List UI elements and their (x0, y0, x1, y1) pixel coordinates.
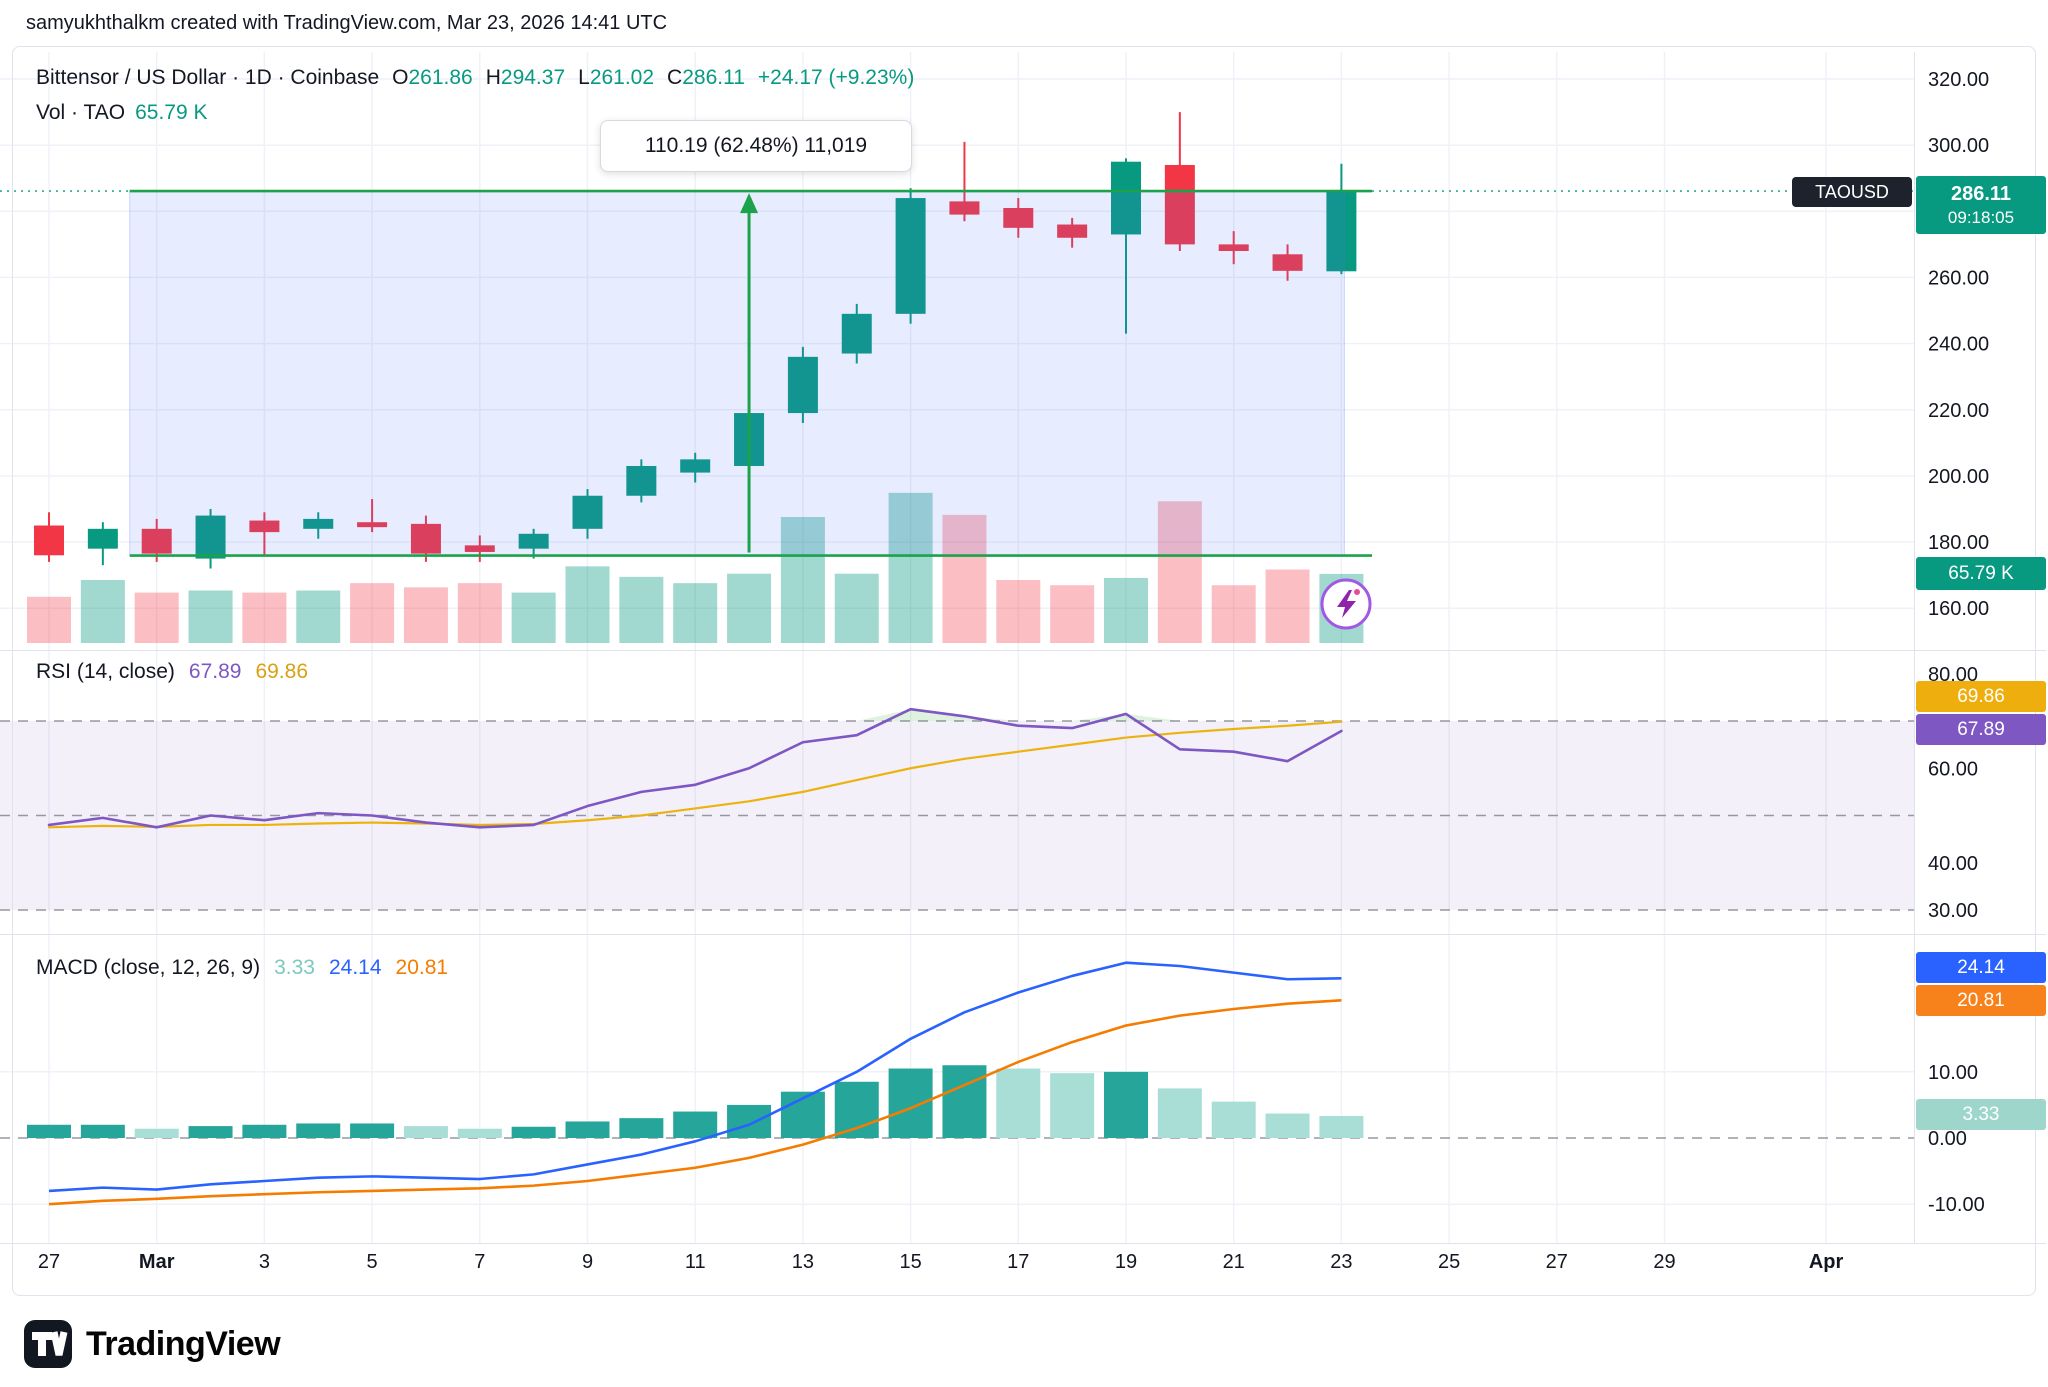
svg-text:23: 23 (1330, 1251, 1352, 1273)
rsi-ma-line (47, 720, 1343, 829)
ohlc-close: C286.11 (667, 66, 745, 89)
ohlc-low: L261.02 (578, 66, 655, 89)
rsi-ma-value: 69.86 (255, 660, 309, 683)
volume-axis-badge: 65.79 K (1916, 557, 2046, 590)
symbol-info-row: Bittensor / US Dollar · 1D · Coinbase O2… (36, 66, 914, 90)
macd-title-row: MACD (close, 12, 26, 9) 3.33 24.14 20.81 (36, 956, 448, 980)
symbol-axis-label: TAOUSD (1792, 177, 1912, 207)
svg-text:160.00: 160.00 (1928, 598, 1989, 620)
rsi-axis-badge: 67.89 (1916, 714, 2046, 745)
hist-axis-badge: 3.33 (1916, 1099, 2046, 1130)
attribution-text: samyukhthalkm created with TradingView.c… (26, 12, 668, 34)
chart-canvas[interactable]: 320.00 300.00 260.00 240.00 220.00 200.00 180.… (0, 0, 2048, 1300)
svg-text:0.00: 0.00 (1928, 1128, 1967, 1150)
candlesticks (34, 112, 1357, 569)
svg-text:21: 21 (1223, 1251, 1245, 1273)
rsi-title[interactable]: RSI (14, close) (36, 660, 175, 683)
svg-text:17: 17 (1007, 1251, 1029, 1273)
macd-line (48, 961, 1342, 1193)
svg-text:9: 9 (582, 1251, 593, 1273)
svg-text:15: 15 (899, 1251, 921, 1273)
svg-text:29: 29 (1653, 1251, 1675, 1273)
bar-countdown: 09:18:05 (1947, 207, 2015, 227)
macd-pane (0, 961, 1914, 1206)
svg-text:19: 19 (1115, 1251, 1137, 1273)
pane-dividers (0, 52, 2046, 1244)
price-range-label[interactable]: 110.19 (62.48%) 11,019 (600, 120, 912, 172)
rsi-value: 67.89 (188, 660, 242, 683)
tradingview-logo-text: TradingView (86, 1324, 281, 1363)
svg-text:260.00: 260.00 (1928, 267, 1989, 289)
svg-text:240.00: 240.00 (1928, 334, 1989, 356)
svg-text:27: 27 (1546, 1251, 1568, 1273)
svg-text:-10.00: -10.00 (1928, 1194, 1985, 1216)
signal-axis-badge: 20.81 (1916, 985, 2046, 1016)
ohlc-high: H294.37 (485, 66, 566, 89)
volume-label[interactable]: Vol · TAO (36, 101, 126, 124)
svg-text:40.00: 40.00 (1928, 853, 1978, 875)
tradingview-logo[interactable]: TradingView (24, 1320, 281, 1368)
svg-text:Mar: Mar (139, 1251, 175, 1273)
price-change: +24.17 (+9.23%) (757, 66, 915, 89)
tradingview-icon (24, 1320, 72, 1368)
macd-signal-line (48, 999, 1342, 1206)
rsi-pane (0, 707, 1914, 911)
svg-text:320.00: 320.00 (1928, 69, 1989, 91)
svg-text:30.00: 30.00 (1928, 900, 1978, 922)
macd-axis-badge: 24.14 (1916, 952, 2046, 983)
svg-text:10.00: 10.00 (1928, 1062, 1978, 1084)
macd-value: 24.14 (328, 956, 382, 979)
macd-title[interactable]: MACD (close, 12, 26, 9) (36, 956, 261, 979)
svg-text:300.00: 300.00 (1928, 135, 1989, 157)
svg-text:3: 3 (259, 1251, 270, 1273)
volume-info-row: Vol · TAO 65.79 K (36, 101, 208, 125)
macd-signal-value: 20.81 (395, 956, 449, 979)
symbol-title[interactable]: Bittensor / US Dollar · 1D · Coinbase (36, 66, 380, 89)
current-price-badge: 286.11 09:18:05 (1916, 176, 2046, 234)
volume-value: 65.79 K (135, 101, 208, 124)
svg-text:13: 13 (792, 1251, 814, 1273)
svg-text:11: 11 (685, 1251, 706, 1273)
boost-button[interactable] (1318, 576, 1374, 632)
rsi-line (47, 707, 1343, 829)
svg-text:7: 7 (474, 1251, 485, 1273)
svg-text:25: 25 (1438, 1251, 1460, 1273)
svg-text:200.00: 200.00 (1928, 466, 1989, 488)
svg-text:60.00: 60.00 (1928, 758, 1978, 780)
price-scale[interactable]: 320.00 300.00 260.00 240.00 220.00 200.00 180.… (1928, 69, 1989, 1216)
current-price-value: 286.11 (1950, 182, 2012, 205)
rsi-ma-axis-badge: 69.86 (1916, 681, 2046, 712)
svg-text:5: 5 (367, 1251, 378, 1273)
ohlc-open: O261.86 (392, 66, 473, 89)
lightning-icon (1320, 578, 1372, 630)
svg-text:27: 27 (38, 1251, 60, 1273)
svg-text:180.00: 180.00 (1928, 532, 1989, 554)
svg-text:220.00: 220.00 (1928, 400, 1989, 422)
svg-text:80.00: 80.00 (1928, 664, 1978, 686)
svg-text:Apr: Apr (1809, 1251, 1844, 1273)
rsi-title-row: RSI (14, close) 67.89 69.86 (36, 660, 308, 684)
macd-hist-value: 3.33 (274, 956, 315, 979)
time-scale[interactable]: 27 Mar 3 5 7 9 11 13 15 17 19 21 23 25 27 29 Apr (38, 1251, 1844, 1273)
price-range-tool[interactable] (0, 189, 1914, 557)
